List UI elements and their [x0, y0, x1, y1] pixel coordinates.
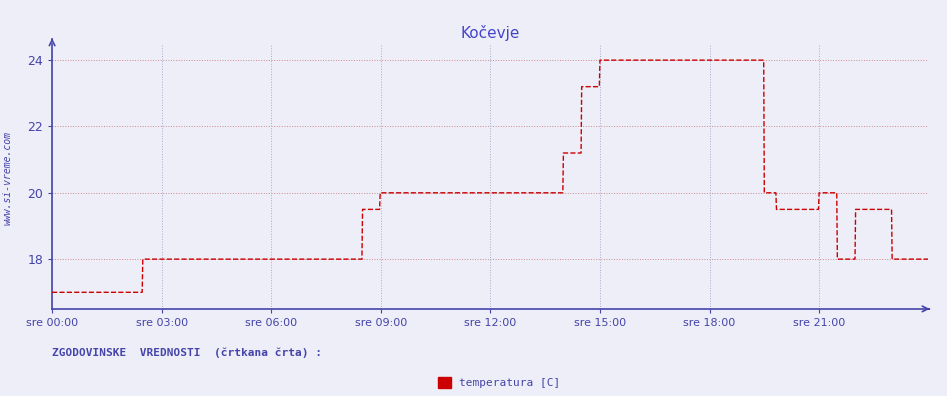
Text: temperatura [C]: temperatura [C] — [459, 377, 561, 388]
Title: Kočevje: Kočevje — [460, 25, 520, 41]
Text: www.si-vreme.com: www.si-vreme.com — [3, 131, 12, 225]
Text: ZGODOVINSKE  VREDNOSTI  (črtkana črta) :: ZGODOVINSKE VREDNOSTI (črtkana črta) : — [52, 348, 322, 358]
